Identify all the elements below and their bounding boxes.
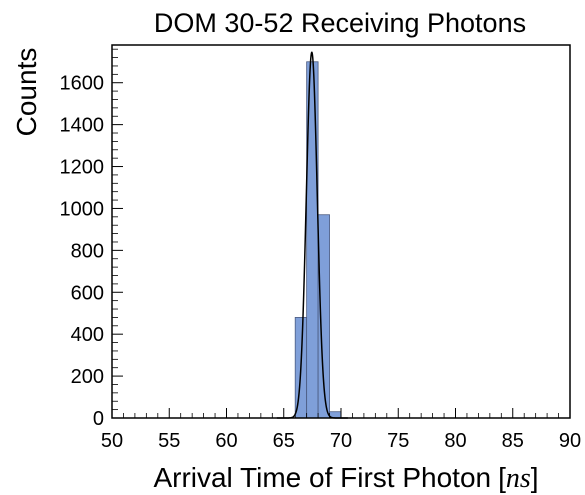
y-tick-label-4: 800 <box>71 240 104 262</box>
y-tick-label-2: 400 <box>71 324 104 346</box>
x-axis-label: Arrival Time of First Photon [ns] <box>153 462 538 494</box>
y-axis-label: Counts <box>11 48 42 137</box>
chart-title: DOM 30-52 Receiving Photons <box>154 8 526 38</box>
y-tick-label-3: 600 <box>71 282 104 304</box>
x-tick-label-2: 60 <box>215 430 237 452</box>
y-tick-label-5: 1000 <box>60 198 105 220</box>
y-tick-label-0: 0 <box>93 408 104 430</box>
x-axis-label-text: Arrival Time of First Photon <box>153 462 491 493</box>
x-tick-label-6: 80 <box>444 430 466 452</box>
y-tick-label-8: 1600 <box>60 73 105 95</box>
x-axis-label-bracket-open: [ <box>498 462 506 493</box>
plot-frame <box>111 44 571 419</box>
x-tick-label-3: 65 <box>273 430 295 452</box>
y-tick-label-7: 1400 <box>60 115 105 137</box>
x-axis-label-bracket-close: ] <box>531 462 539 493</box>
x-axis-label-unit: ns <box>506 463 531 494</box>
x-tick-label-4: 70 <box>330 430 352 452</box>
axis-ticks: 50 55 60 65 70 75 80 85 90 0 200 400 600 800 1000 1200 1… <box>60 48 581 452</box>
x-tick-label-1: 55 <box>158 430 180 452</box>
y-tick-label-6: 1200 <box>60 157 105 179</box>
x-tick-label-8: 90 <box>559 430 581 452</box>
x-tick-label-7: 85 <box>502 430 524 452</box>
y-tick-label-1: 200 <box>71 366 104 388</box>
x-tick-label-0: 50 <box>101 430 123 452</box>
x-tick-label-5: 75 <box>387 430 409 452</box>
